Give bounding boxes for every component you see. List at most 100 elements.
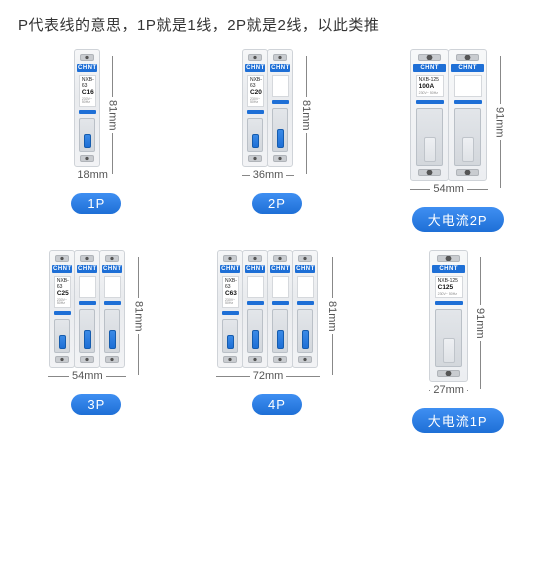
toggle-window bbox=[297, 309, 313, 353]
blue-strip bbox=[272, 301, 289, 305]
model-text: NXB-63 bbox=[225, 278, 236, 290]
width-text: 72mm bbox=[250, 370, 287, 382]
model-text: NXB-63 bbox=[250, 77, 261, 89]
toggle-lever bbox=[252, 134, 259, 148]
product-cell: CHNTNXB-125100A230V~ 50HzCHNT54mm91mm大电流… bbox=[379, 49, 536, 232]
breaker-pole: CHNTNXB-63C20230V~ 50Hz bbox=[242, 49, 268, 167]
figure: CHNT NXB-63C16230V~ 50Hz 18mm 81mm bbox=[74, 49, 118, 181]
terminal-bottom bbox=[105, 356, 119, 363]
height-text: 91mm bbox=[474, 305, 486, 342]
pole-badge: 大电流2P bbox=[412, 207, 504, 232]
terminal-bottom bbox=[223, 356, 237, 363]
toggle-window bbox=[222, 319, 238, 353]
blue-strip bbox=[435, 301, 463, 305]
terminal-top bbox=[298, 255, 312, 262]
rating-text: C16 bbox=[82, 89, 93, 97]
rating-plate: NXB-125100A230V~ 50Hz bbox=[416, 75, 444, 97]
breaker-pole: CHNT bbox=[267, 49, 293, 167]
brand-logo: CHNT bbox=[77, 265, 97, 273]
toggle-lever bbox=[462, 137, 474, 162]
rating-text: C63 bbox=[225, 290, 236, 298]
height-text: 91mm bbox=[494, 104, 506, 141]
terminal-top bbox=[456, 54, 479, 61]
brand-logo: CHNT bbox=[52, 265, 72, 273]
product-cell: CHNTNXB-63C25230V~ 50HzCHNTCHNT54mm81mm3… bbox=[18, 250, 175, 433]
blue-strip bbox=[454, 100, 482, 104]
height-dimension: 91mm bbox=[474, 257, 486, 389]
height-text: 81mm bbox=[326, 298, 338, 335]
breaker-pole: CHNTNXB-125C125230V~ 50Hz bbox=[429, 250, 468, 382]
blank-plate bbox=[272, 75, 289, 97]
terminal-bottom bbox=[437, 370, 460, 377]
blue-strip bbox=[79, 301, 96, 305]
breaker-area: CHNTNXB-63C25230V~ 50HzCHNT CHNT 54mm bbox=[48, 250, 126, 382]
model-text: NXB-63 bbox=[82, 77, 93, 89]
height-dimension: 81mm bbox=[106, 56, 118, 174]
figure: CHNTNXB-63C25230V~ 50HzCHNTCHNT54mm81mm bbox=[48, 250, 144, 382]
blank-plate bbox=[247, 276, 264, 298]
terminal-bottom bbox=[273, 356, 287, 363]
height-text: 81mm bbox=[106, 97, 118, 134]
breaker-pole: CHNTNXB-63C25230V~ 50Hz bbox=[49, 250, 75, 368]
breaker-area: CHNTNXB-63C20230V~ 50HzCHNT 36mm bbox=[242, 49, 294, 181]
breaker-pole: CHNT bbox=[242, 250, 268, 368]
blank-plate bbox=[104, 276, 121, 298]
blank-plate bbox=[454, 75, 482, 97]
toggle-lever bbox=[443, 338, 455, 363]
rating-plate: NXB-63C16230V~ 50Hz bbox=[79, 75, 96, 107]
page-title: P代表线的意思，1P就是1线，2P就是2线，以此类推 bbox=[18, 14, 536, 35]
brand-logo: CHNT bbox=[413, 64, 446, 72]
blue-strip bbox=[272, 100, 289, 104]
brand-logo: CHNT bbox=[77, 64, 97, 72]
blank-plate bbox=[297, 276, 314, 298]
rating-text: C20 bbox=[250, 89, 261, 97]
toggle-window bbox=[247, 118, 263, 152]
toggle-window bbox=[416, 108, 442, 166]
blue-strip bbox=[297, 301, 314, 305]
rating-plate: NXB-63C20230V~ 50Hz bbox=[247, 75, 264, 107]
brand-logo: CHNT bbox=[220, 265, 240, 273]
figure: CHNTNXB-63C20230V~ 50HzCHNT 36mm 81mm bbox=[242, 49, 312, 181]
terminal-bottom bbox=[298, 356, 312, 363]
rating-text: 100A bbox=[419, 83, 441, 91]
terminal-bottom bbox=[55, 356, 69, 363]
breaker-pole: CHNT bbox=[292, 250, 318, 368]
toggle-lever bbox=[84, 330, 91, 349]
toggle-lever bbox=[227, 335, 234, 349]
breaker: CHNT NXB-125100A230V~ 50Hz CHNT bbox=[410, 49, 487, 181]
toggle-window bbox=[54, 319, 70, 353]
terminal-top bbox=[223, 255, 237, 262]
pole-badge: 大电流1P bbox=[412, 408, 504, 433]
spec-tiny: 230V~ 50Hz bbox=[82, 98, 93, 105]
terminal-bottom bbox=[248, 155, 262, 162]
width-dimension: 54mm bbox=[48, 370, 126, 382]
width-dimension: 27mm bbox=[429, 384, 468, 396]
breaker-pole: CHNT NXB-63C16230V~ 50Hz bbox=[74, 49, 100, 167]
height-dimension: 81mm bbox=[326, 257, 338, 375]
terminal-bottom bbox=[456, 169, 479, 176]
toggle-window bbox=[79, 118, 95, 152]
pole-badge: 2P bbox=[252, 193, 302, 214]
terminal-top bbox=[437, 255, 460, 262]
height-dimension: 81mm bbox=[300, 56, 312, 174]
width-text: 36mm bbox=[250, 169, 287, 181]
product-grid: CHNTNXB-63C16230V~ 50Hz18mm81mm1PCHNTNXB… bbox=[18, 49, 536, 433]
blue-strip bbox=[79, 110, 96, 114]
breaker: CHNTNXB-63C63230V~ 50HzCHNTCHNTCHNT bbox=[217, 250, 318, 368]
width-text: 27mm bbox=[430, 384, 467, 396]
width-dimension: 18mm bbox=[74, 169, 100, 181]
terminal-bottom bbox=[248, 356, 262, 363]
blue-strip bbox=[247, 110, 264, 114]
figure: CHNTNXB-63C63230V~ 50HzCHNTCHNTCHNT72mm8… bbox=[216, 250, 338, 382]
pole-badge: 1P bbox=[71, 193, 121, 214]
brand-logo: CHNT bbox=[295, 265, 315, 273]
terminal-bottom bbox=[418, 169, 441, 176]
spec-tiny: 230V~ 50Hz bbox=[250, 98, 261, 105]
brand-logo: CHNT bbox=[432, 265, 465, 273]
blue-strip bbox=[416, 100, 444, 104]
toggle-lever bbox=[252, 330, 259, 349]
brand-logo: CHNT bbox=[451, 64, 484, 72]
terminal-top bbox=[248, 54, 262, 61]
breaker-pole: CHNT bbox=[74, 250, 100, 368]
toggle-window bbox=[272, 309, 288, 353]
